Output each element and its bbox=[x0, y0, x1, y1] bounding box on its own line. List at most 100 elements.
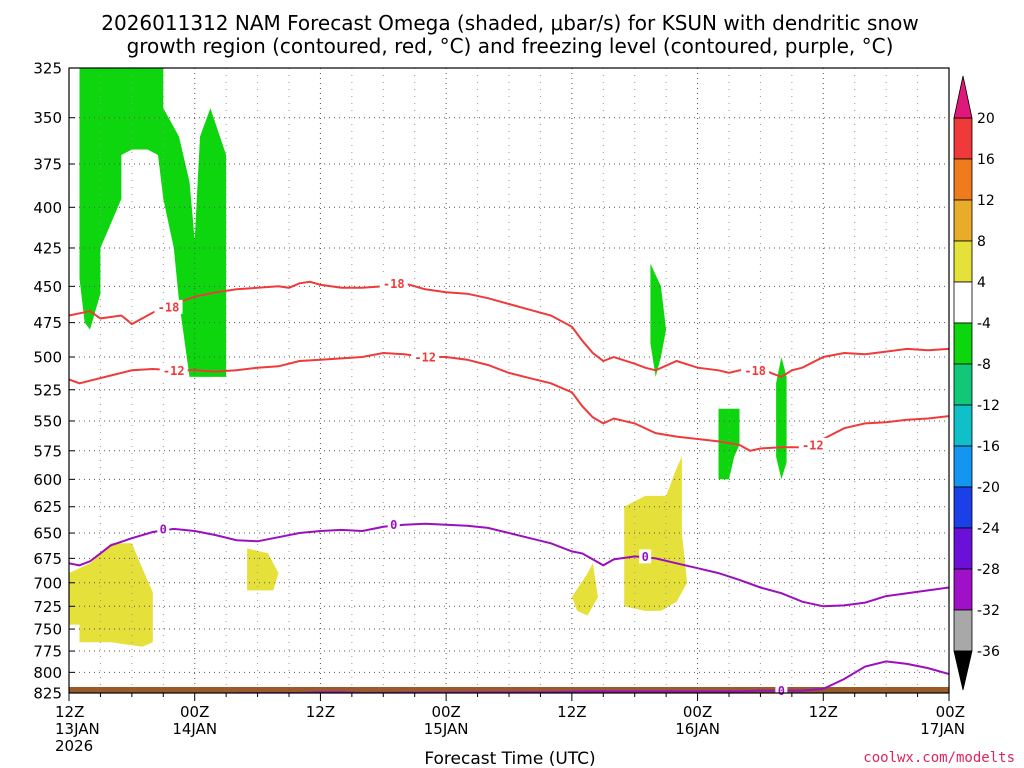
colorbar-bottom-arrow bbox=[953, 650, 973, 691]
contour-labels: -18 -18 -18 -12 -12 -12 0 0 0 0 bbox=[154, 276, 827, 698]
omega-region-4 bbox=[776, 357, 787, 480]
y-tick-label-625: 625 bbox=[33, 498, 62, 516]
contour-line-isotherm-2 bbox=[69, 351, 949, 452]
x-tick-label-0-1: 12Z bbox=[55, 703, 84, 721]
y-tick-label-750: 750 bbox=[33, 621, 62, 639]
contour-label-bg-9 bbox=[639, 549, 652, 564]
colorbar-label-8: -12 bbox=[977, 398, 1000, 414]
x-tick-label-2-1: 12Z bbox=[306, 703, 335, 721]
contour-label-4: -12 bbox=[163, 364, 185, 378]
contour-label-2: -18 bbox=[383, 277, 405, 291]
ground-fill bbox=[69, 687, 949, 693]
colorbar-label-1: 20 bbox=[977, 111, 995, 127]
contour-label-1: -18 bbox=[158, 300, 180, 314]
contour-label-bg-3 bbox=[741, 363, 770, 378]
x-tick-label-7-2: 17JAN bbox=[920, 720, 965, 738]
x-tick-label-3-1: 00Z bbox=[431, 703, 460, 721]
y-tick-label-375: 375 bbox=[33, 156, 62, 174]
contour-label-5: -12 bbox=[414, 351, 436, 365]
y-tick-label-325: 325 bbox=[33, 60, 62, 78]
colorbar-band-8 bbox=[953, 404, 973, 447]
colorbar-band-10 bbox=[953, 486, 973, 529]
colorbar-top-arrow bbox=[953, 75, 973, 119]
contour-label-bg-4 bbox=[159, 363, 188, 378]
y-tick-label-575: 575 bbox=[33, 442, 62, 460]
colorbar-band-1 bbox=[953, 117, 973, 160]
y-tick-label-475: 475 bbox=[33, 314, 62, 332]
contour-label-bg-7 bbox=[157, 521, 170, 536]
colorbar-label-11: -24 bbox=[977, 521, 1000, 537]
x-tick-label-6-1: 12Z bbox=[809, 703, 838, 721]
chart-title-line2: growth region (contoured, red, °C) and f… bbox=[127, 34, 894, 58]
colorbar-band-12 bbox=[953, 568, 973, 611]
colorbar-label-12: -28 bbox=[977, 562, 1000, 578]
colorbar-label-2: 16 bbox=[977, 152, 995, 168]
x-tick-label-0-2: 13JAN bbox=[55, 720, 100, 738]
y-tick-label-725: 725 bbox=[33, 598, 62, 616]
contour-label-9: 0 bbox=[642, 550, 649, 564]
y-tick-label-350: 350 bbox=[33, 109, 62, 127]
y-tick-label-775: 775 bbox=[33, 643, 62, 661]
omega-region-6 bbox=[247, 548, 279, 591]
colorbar-label-14: -36 bbox=[977, 644, 1000, 660]
colorbar-band-7 bbox=[953, 363, 973, 406]
colorbar-band-9 bbox=[953, 445, 973, 488]
colorbar-label-5: 4 bbox=[977, 275, 986, 291]
credit-text: coolwx.com/modelts bbox=[863, 750, 1015, 766]
y-tick-label-700: 700 bbox=[33, 574, 62, 592]
y-tick-label-425: 425 bbox=[33, 239, 62, 257]
x-tick-label-3-2: 15JAN bbox=[424, 720, 469, 738]
contour-label-bg-8 bbox=[387, 517, 400, 532]
contour-label-7: 0 bbox=[160, 522, 167, 536]
y-tick-label-675: 675 bbox=[33, 550, 62, 568]
y-tick-label-400: 400 bbox=[33, 199, 62, 217]
chart-title-line1: 2026011312 NAM Forecast Omega (shaded, μ… bbox=[101, 11, 918, 35]
contour-label-6: -12 bbox=[802, 438, 824, 452]
contour-label-bg-6 bbox=[798, 437, 827, 452]
colorbar-label-9: -16 bbox=[977, 439, 1000, 455]
y-tick-label-800: 800 bbox=[33, 664, 62, 682]
colorbar-band-5 bbox=[953, 281, 973, 324]
omega-region-2 bbox=[650, 263, 667, 377]
y-tick-label-450: 450 bbox=[33, 278, 62, 296]
y-axis: 325 350 375 400 425 450 475 500 525 550 575 600 625 6… bbox=[33, 60, 75, 703]
colorbar-band-13 bbox=[953, 609, 973, 652]
omega-shading bbox=[69, 68, 787, 647]
colorbar-band-2 bbox=[953, 158, 973, 201]
contour-label-8: 0 bbox=[390, 518, 397, 532]
y-tick-label-525: 525 bbox=[33, 381, 62, 399]
colorbar-band-11 bbox=[953, 527, 973, 570]
x-tick-label-0-3: 2026 bbox=[55, 737, 93, 755]
contour-label-bg-10 bbox=[775, 683, 788, 698]
colorbar-label-13: -32 bbox=[977, 603, 1000, 619]
contour-line-freezing-level-3 bbox=[69, 522, 949, 608]
x-tick-label-7-1: 00Z bbox=[936, 703, 965, 721]
contour-label-bg-1 bbox=[154, 299, 183, 314]
omega-region-5 bbox=[69, 543, 153, 647]
colorbar-band-6 bbox=[953, 322, 973, 365]
colorbar-label-3: 12 bbox=[977, 193, 995, 209]
y-tick-label-600: 600 bbox=[33, 471, 62, 489]
colorbar-label-4: 8 bbox=[977, 234, 986, 250]
y-tick-label-550: 550 bbox=[33, 412, 62, 430]
x-tick-label-5-1: 00Z bbox=[683, 703, 712, 721]
contour-label-10: 0 bbox=[778, 684, 785, 698]
y-tick-label-650: 650 bbox=[33, 525, 62, 543]
x-tick-label-4-1: 12Z bbox=[557, 703, 586, 721]
y-tick-label-825: 825 bbox=[33, 685, 62, 703]
x-axis-label: Forecast Time (UTC) bbox=[424, 749, 595, 768]
colorbar-label-7: -8 bbox=[977, 357, 991, 373]
contour-line-isotherm-1 bbox=[69, 280, 949, 379]
omega-region-7 bbox=[571, 563, 598, 616]
x-tick-label-1-2: 14JAN bbox=[172, 720, 217, 738]
omega-region-8 bbox=[624, 456, 688, 611]
colorbar-band-3 bbox=[953, 199, 973, 242]
colorbar-label-10: -20 bbox=[977, 480, 1000, 496]
contour-label-bg-5 bbox=[411, 350, 440, 365]
omega-region-1 bbox=[79, 68, 227, 377]
contour-label-3: -18 bbox=[744, 364, 766, 378]
ground-strip bbox=[69, 687, 949, 693]
x-tick-label-1-1: 00Z bbox=[180, 703, 209, 721]
